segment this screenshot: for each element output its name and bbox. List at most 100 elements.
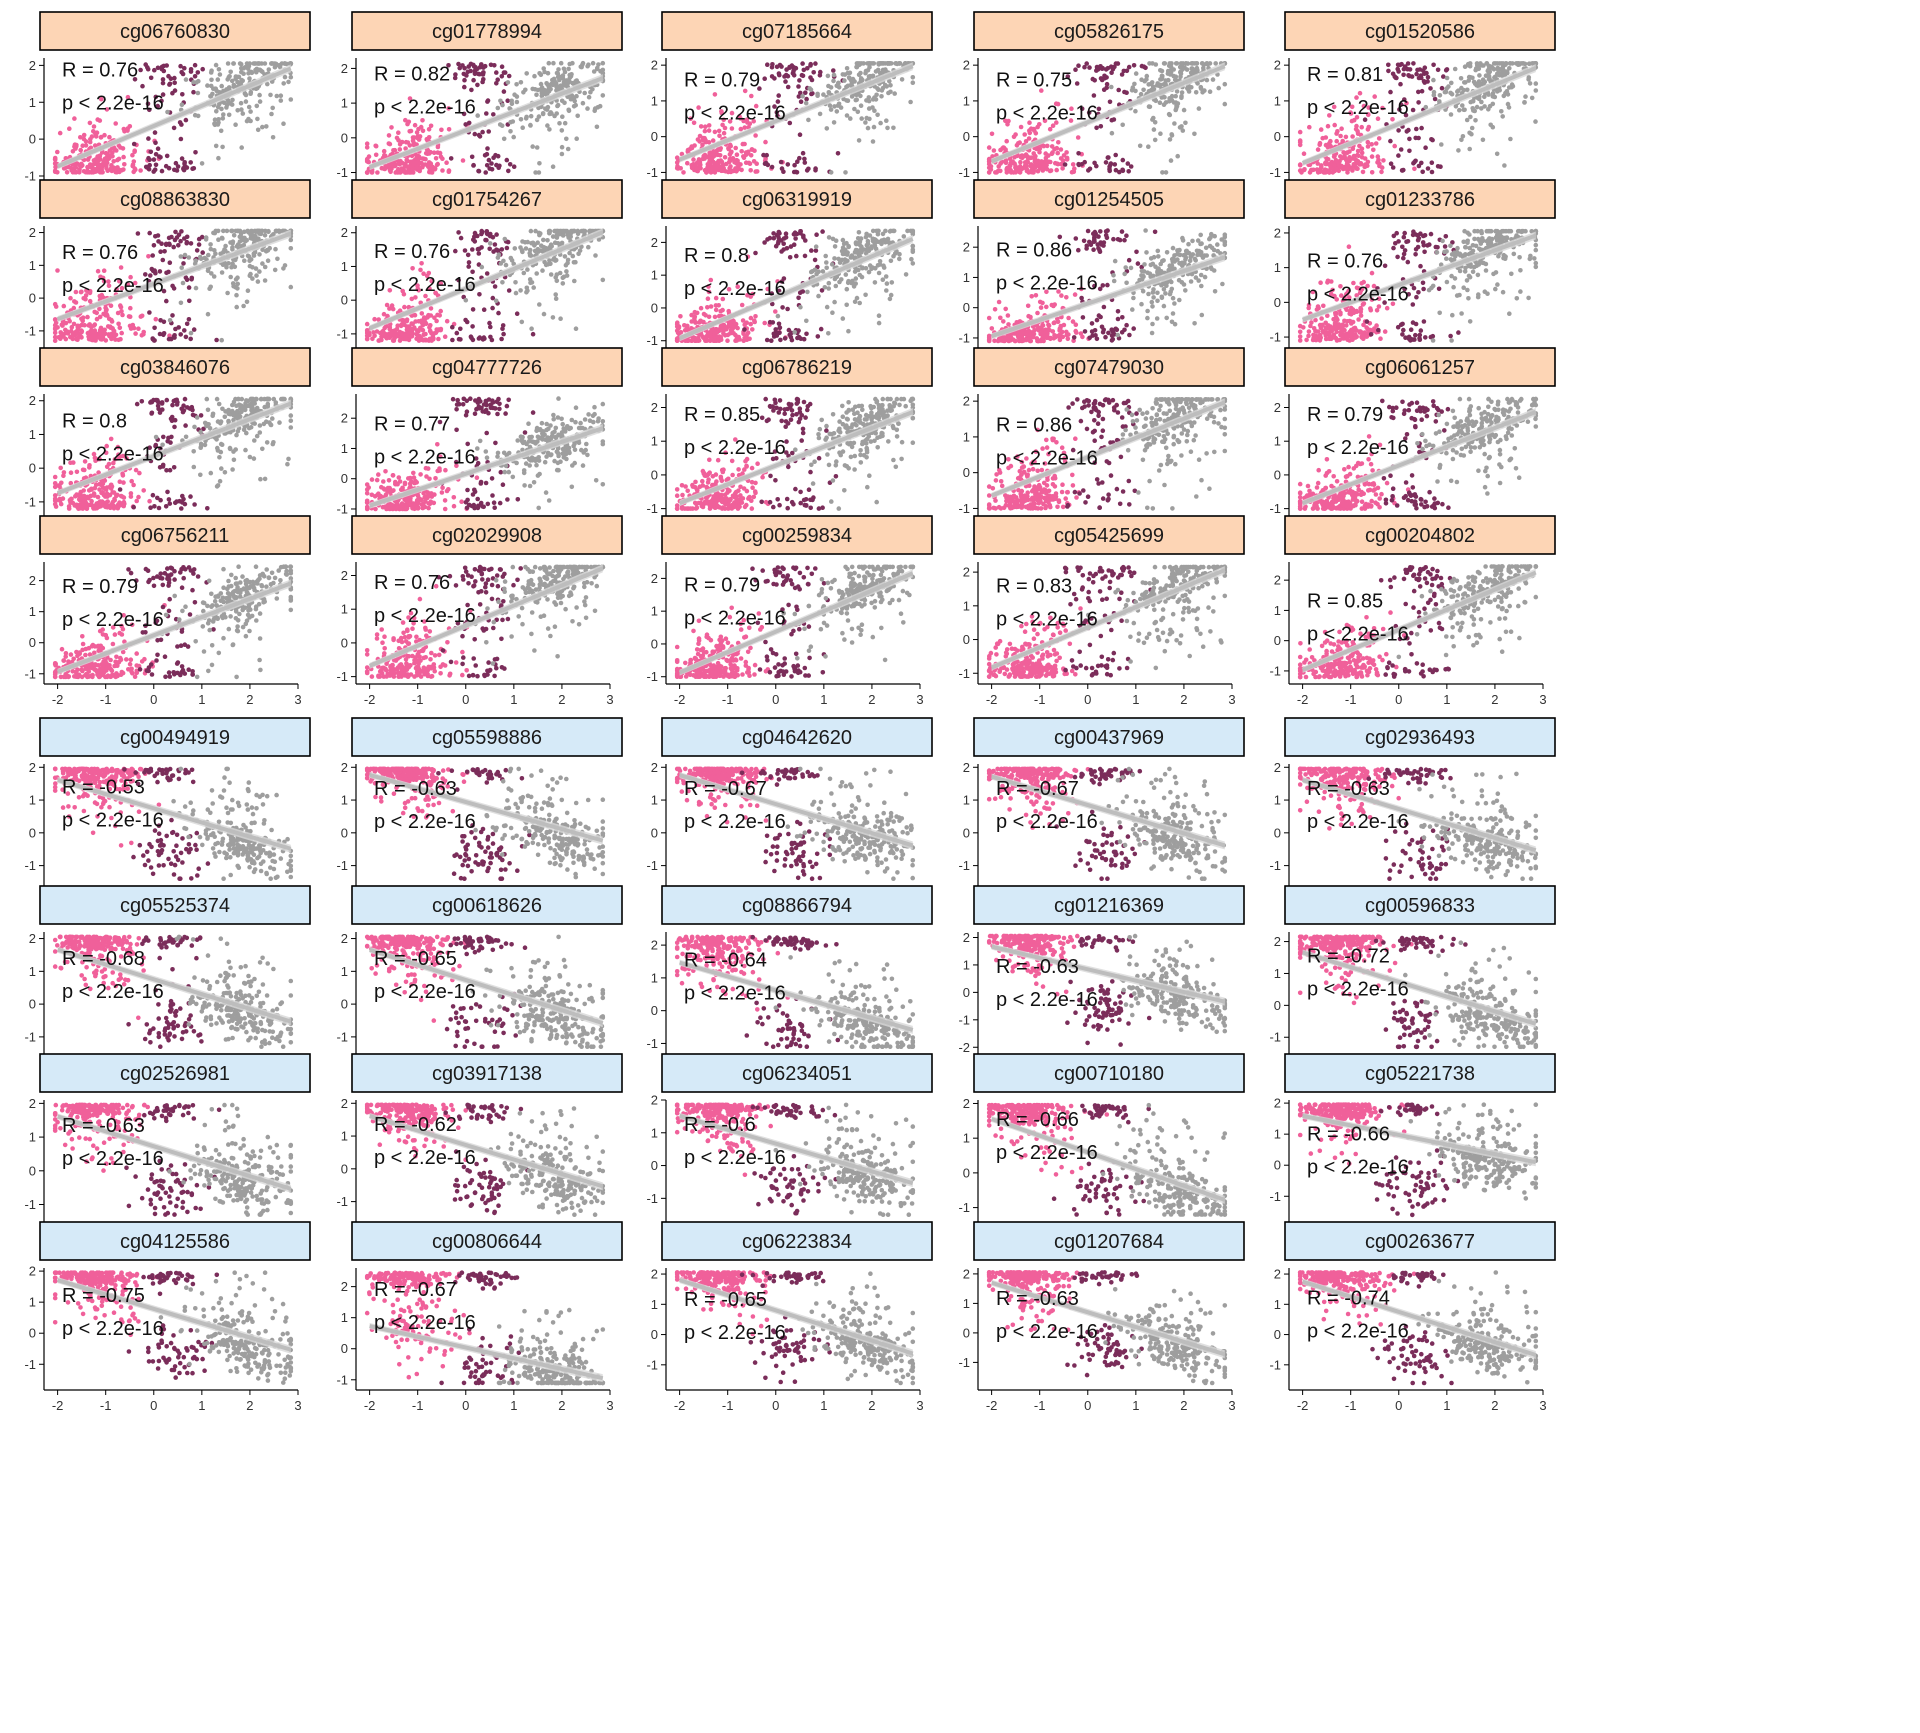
data-point xyxy=(214,89,219,94)
data-point xyxy=(281,81,286,86)
data-point xyxy=(405,122,410,127)
data-point xyxy=(1370,170,1375,175)
data-point xyxy=(1510,61,1515,66)
data-point xyxy=(776,241,781,246)
data-point xyxy=(1056,162,1061,167)
data-point xyxy=(882,265,887,270)
data-point xyxy=(187,285,192,290)
data-point xyxy=(122,162,127,167)
data-point xyxy=(1223,82,1228,87)
data-point xyxy=(529,114,534,119)
data-point xyxy=(561,233,566,238)
data-point xyxy=(256,128,261,133)
data-point xyxy=(495,77,500,82)
data-point xyxy=(159,241,164,246)
data-point xyxy=(189,277,194,282)
data-point xyxy=(496,311,501,316)
data-point xyxy=(252,61,257,66)
data-point xyxy=(216,156,221,161)
data-point xyxy=(235,108,240,113)
data-point xyxy=(179,254,184,259)
data-point xyxy=(241,304,246,309)
data-point xyxy=(119,305,124,310)
data-point xyxy=(1155,316,1160,321)
data-point xyxy=(256,279,261,284)
data-point xyxy=(593,253,598,258)
data-point xyxy=(227,85,232,90)
data-point xyxy=(831,68,836,73)
data-point xyxy=(239,145,244,150)
data-point xyxy=(147,231,152,236)
data-point xyxy=(1095,318,1100,323)
data-point xyxy=(794,66,799,71)
data-point xyxy=(189,331,194,336)
data-point xyxy=(398,147,403,152)
data-point xyxy=(168,82,173,87)
data-point xyxy=(1021,154,1026,159)
data-point xyxy=(189,241,194,246)
data-point xyxy=(1163,78,1168,83)
data-point xyxy=(845,66,850,71)
data-point xyxy=(874,93,879,98)
data-point xyxy=(107,135,112,140)
data-point xyxy=(206,312,211,317)
data-point xyxy=(1457,108,1462,113)
data-point xyxy=(508,129,513,134)
data-point xyxy=(1392,74,1397,79)
data-point xyxy=(1139,92,1144,97)
data-point xyxy=(556,71,561,76)
data-point xyxy=(480,80,485,85)
data-point xyxy=(436,145,441,150)
data-point xyxy=(128,306,133,311)
data-point xyxy=(406,168,411,173)
data-point xyxy=(902,234,907,239)
data-point xyxy=(1473,118,1478,123)
data-point xyxy=(1459,76,1464,81)
data-point xyxy=(214,109,219,114)
p-value-label: p < 2.2e-16 xyxy=(374,97,476,119)
data-point xyxy=(1025,155,1030,160)
data-point xyxy=(110,326,115,331)
data-point xyxy=(808,63,813,68)
data-point xyxy=(193,150,198,155)
data-point xyxy=(1116,333,1121,338)
data-point xyxy=(772,332,777,337)
data-point xyxy=(742,327,747,332)
data-point xyxy=(1076,151,1081,156)
data-point xyxy=(254,273,259,278)
data-point xyxy=(732,160,737,165)
data-point xyxy=(228,275,233,280)
data-point xyxy=(556,103,561,108)
data-point xyxy=(1106,155,1111,160)
data-point xyxy=(788,121,793,126)
facet-title: cg07185664 xyxy=(742,21,852,43)
data-point xyxy=(193,63,198,68)
data-point xyxy=(214,144,219,149)
y-tick-label: 0 xyxy=(651,129,658,144)
data-point xyxy=(196,70,201,75)
data-point xyxy=(1491,102,1496,107)
data-point xyxy=(1074,236,1079,241)
data-point xyxy=(515,311,520,316)
data-point xyxy=(1153,230,1158,235)
data-point xyxy=(1151,116,1156,121)
data-point xyxy=(388,168,393,173)
p-value-label: p < 2.2e-16 xyxy=(62,92,164,114)
data-point xyxy=(529,253,534,258)
data-point xyxy=(780,305,785,310)
data-point xyxy=(713,315,718,320)
data-point xyxy=(879,94,884,99)
data-point xyxy=(1332,123,1337,128)
data-point xyxy=(793,236,798,241)
data-point xyxy=(74,143,79,148)
data-point xyxy=(415,330,420,335)
data-point xyxy=(908,100,913,105)
p-value-label: p < 2.2e-16 xyxy=(374,274,476,296)
data-point xyxy=(681,170,686,175)
data-point xyxy=(212,121,217,126)
data-point xyxy=(777,322,782,327)
data-point xyxy=(1477,73,1482,78)
data-point xyxy=(67,126,72,131)
data-point xyxy=(146,67,151,72)
